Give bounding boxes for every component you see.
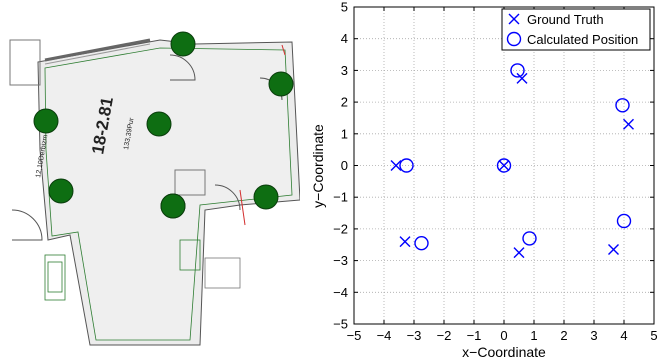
anchor-marker <box>33 108 59 134</box>
x-tick-label: −5 <box>347 328 362 343</box>
anchor-marker <box>170 31 196 57</box>
door-arc <box>169 54 196 81</box>
top-window <box>44 38 151 62</box>
calculated-position-point <box>522 231 537 246</box>
data-points <box>390 63 634 259</box>
y-tick-label: 3 <box>341 63 348 78</box>
y-tick-label: −5 <box>333 317 348 332</box>
x-axis-label: x−Coordinate <box>462 344 546 360</box>
y-tick-label: −3 <box>333 253 348 268</box>
x-tick-label: 2 <box>560 328 567 343</box>
x-tick-label: −4 <box>377 328 392 343</box>
ground-truth-point <box>498 160 510 171</box>
ground-truth-point <box>399 236 411 248</box>
calculated-position-point <box>616 213 632 229</box>
legend-label-calculated-position: Calculated Position <box>527 32 638 47</box>
calculated-position-point <box>414 235 429 251</box>
ground-truth-point <box>608 244 619 255</box>
chart-grid <box>354 7 654 324</box>
ground-truth-point <box>623 118 634 130</box>
anchor-marker <box>146 111 172 137</box>
y-tick-label: 4 <box>341 31 348 46</box>
y-tick-label: −4 <box>333 285 348 300</box>
x-tick-label: −1 <box>467 328 482 343</box>
anchor-marker <box>268 71 294 97</box>
y-tick-label: 0 <box>341 158 348 173</box>
legend-circle-marker <box>506 31 522 47</box>
x-tick-label: 0 <box>500 328 507 343</box>
floor-plan: 18-2.81 133,39Pur 12,10Derbizm <box>9 31 300 346</box>
calculated-position-point <box>510 63 525 78</box>
anchor-markers <box>33 31 294 219</box>
calculated-position-point <box>615 98 630 113</box>
y-tick-label: −1 <box>333 190 348 205</box>
anchor-marker <box>48 178 74 204</box>
y-axis-label: y−Coordinate <box>310 124 326 208</box>
legend-label-ground-truth: Ground Truth <box>527 12 604 27</box>
x-tick-label: −3 <box>407 328 422 343</box>
y-tick-label: 1 <box>341 126 348 141</box>
anchor-marker <box>253 184 279 210</box>
calculated-position-point <box>496 158 512 173</box>
x-tick-label: 1 <box>530 328 537 343</box>
anchor-marker <box>160 193 186 219</box>
door-arc <box>214 184 241 211</box>
y-tick-label: 5 <box>341 0 348 15</box>
calculated-position-point <box>399 158 414 173</box>
y-tick-label: 2 <box>341 95 348 110</box>
x-tick-labels: −5 −4 −3 −2 −1 0 1 2 3 4 5 <box>347 328 658 343</box>
ground-truth-point <box>516 72 528 84</box>
room-inner-floor <box>44 47 293 341</box>
y-tick-label: −2 <box>333 221 348 236</box>
x-tick-label: 3 <box>590 328 597 343</box>
door-arc <box>11 209 43 241</box>
x-tick-label: 5 <box>650 328 657 343</box>
x-tick-label: −2 <box>437 328 452 343</box>
legend-x-marker <box>508 13 520 25</box>
ground-truth-point <box>513 247 525 259</box>
ground-truth-point <box>390 160 402 171</box>
chart-legend: Ground Truth Calculated Position <box>501 8 651 51</box>
y-tick-labels: 5 4 3 2 1 0 −1 −2 −3 −4 −5 <box>333 0 348 332</box>
x-tick-label: 4 <box>620 328 627 343</box>
